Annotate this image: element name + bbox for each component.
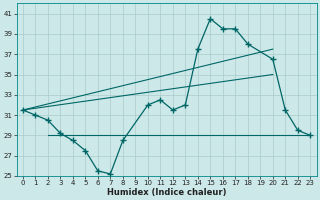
X-axis label: Humidex (Indice chaleur): Humidex (Indice chaleur) [107,188,226,197]
